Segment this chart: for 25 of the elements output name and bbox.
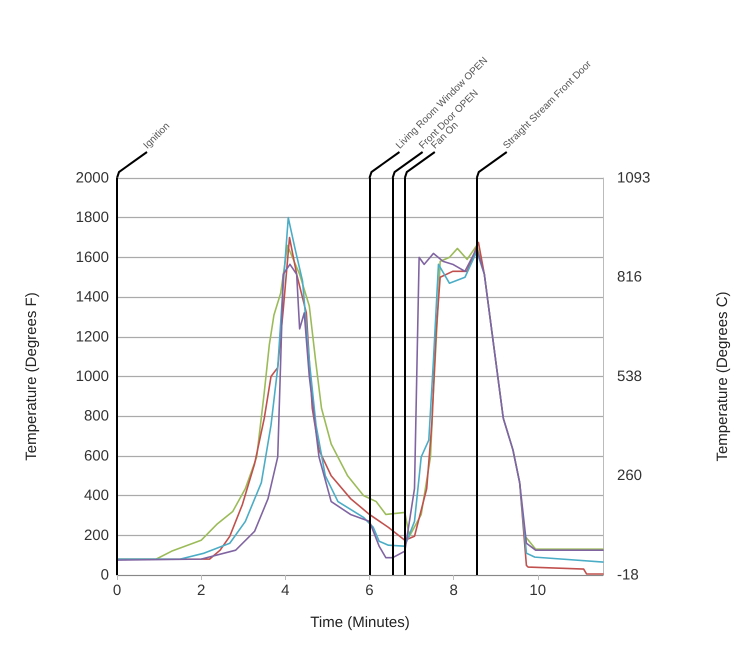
y-tick-label: 400 <box>84 487 109 504</box>
y-tick-label: 1000 <box>76 368 109 385</box>
x-tick-label: 2 <box>196 582 206 599</box>
x-tick-label: 8 <box>449 582 458 599</box>
y-axis-title: Temperature (Degrees F) <box>23 292 40 461</box>
y2-axis-title: Temperature (Degrees C) <box>714 291 731 462</box>
y2-tick-label: 538 <box>617 368 642 385</box>
y2-tick-label: 260 <box>617 467 642 484</box>
x-tick-label: 4 <box>281 582 290 599</box>
y2-tick-label: 816 <box>617 268 642 286</box>
y-tick-label: 1400 <box>76 288 109 306</box>
x-tick-label: 0 <box>112 582 122 599</box>
y2-tick-label: -18 <box>617 566 639 584</box>
y-tick-label: 1200 <box>76 328 109 346</box>
y-tick-label: 800 <box>84 408 109 425</box>
y-tick-label: 1600 <box>76 248 109 266</box>
y-tick-label: 0 <box>100 566 109 584</box>
y2-tick-label: 1093 <box>617 170 650 186</box>
y-tick-label: 2000 <box>76 170 109 186</box>
y-tick-label: 1800 <box>76 209 109 226</box>
x-axis-title: Time (Minutes) <box>310 614 410 631</box>
x-tick-label: 6 <box>365 582 374 599</box>
y-tick-label: 200 <box>84 526 109 544</box>
x-tick-label: 10 <box>529 582 546 599</box>
y-tick-label: 600 <box>84 447 109 464</box>
